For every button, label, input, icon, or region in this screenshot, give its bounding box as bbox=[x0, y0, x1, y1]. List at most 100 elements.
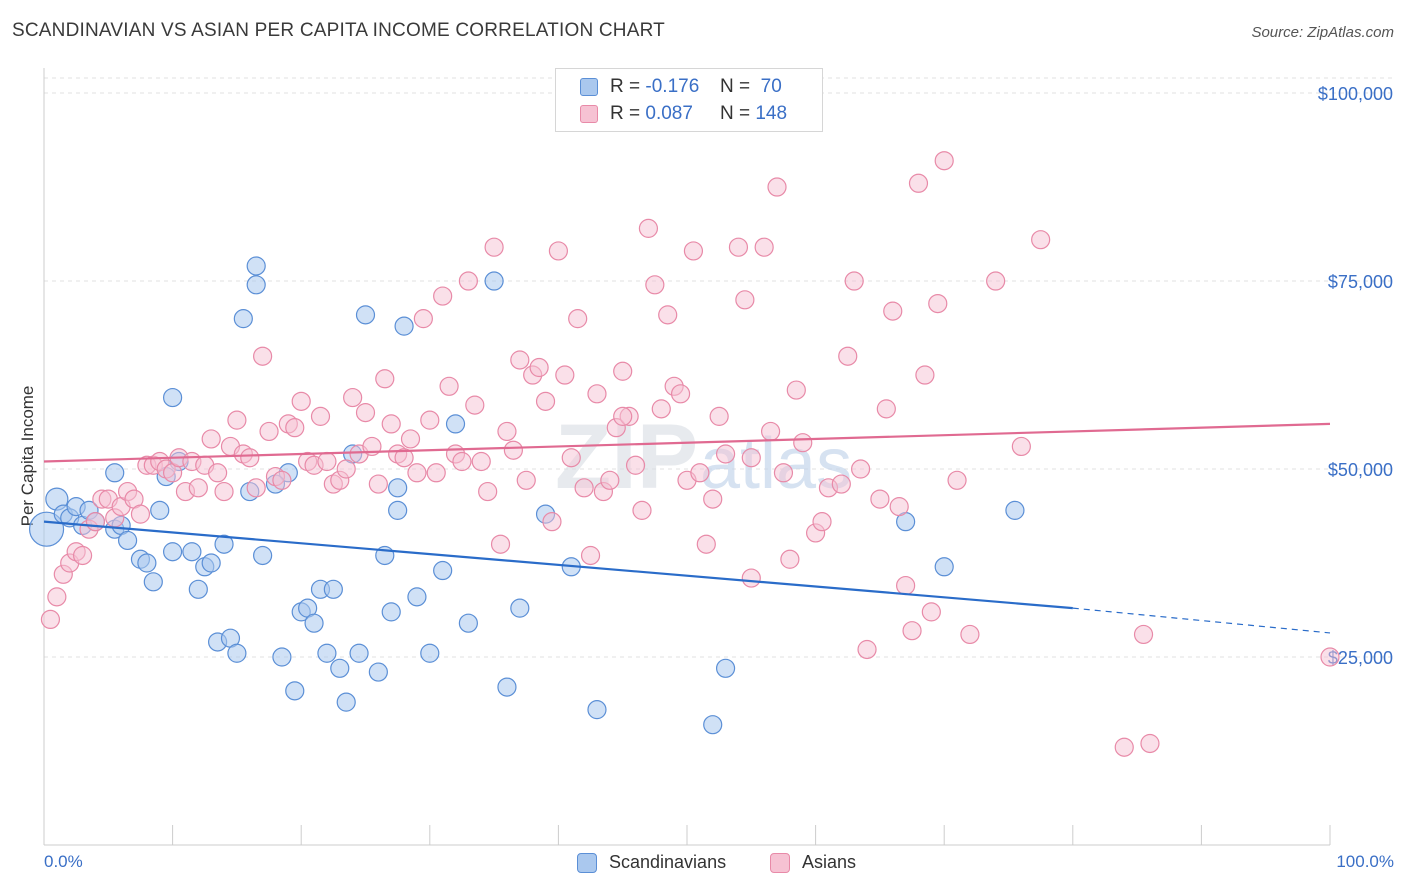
asian-point bbox=[484, 237, 504, 257]
chart-title: SCANDINAVIAN VS ASIAN PER CAPITA INCOME … bbox=[12, 20, 665, 41]
asian-point bbox=[838, 346, 858, 366]
asian-point bbox=[535, 391, 556, 411]
y-tick-label: $75,000 bbox=[1328, 272, 1393, 292]
scandinavian-point bbox=[934, 557, 954, 577]
scandinavian-point bbox=[182, 542, 202, 562]
asian-point bbox=[253, 346, 273, 366]
asian-point bbox=[960, 624, 980, 645]
asian-point bbox=[741, 448, 761, 468]
asian-point bbox=[908, 173, 929, 193]
asian-point bbox=[735, 290, 755, 310]
asian-point bbox=[130, 504, 151, 524]
scandinavian-point bbox=[715, 658, 736, 678]
legend-r-value: 0.087 bbox=[645, 103, 693, 124]
scandinavian-point bbox=[227, 643, 247, 663]
asian-point bbox=[793, 433, 813, 453]
asian-point bbox=[1031, 230, 1051, 250]
asian-point bbox=[400, 429, 421, 449]
asian-point bbox=[285, 418, 305, 438]
scandinavian-point bbox=[388, 478, 408, 498]
asian-point bbox=[1133, 624, 1154, 645]
y-tick-label: $50,000 bbox=[1328, 460, 1393, 480]
scandinavian-point bbox=[349, 643, 369, 663]
asian-point bbox=[632, 500, 652, 520]
scandinavian-point bbox=[1005, 500, 1025, 520]
asian-point bbox=[433, 286, 453, 306]
asian-point bbox=[555, 365, 575, 385]
asian-point bbox=[658, 305, 678, 325]
legend-item-scandinavians[interactable]: Scandinavians bbox=[577, 852, 726, 873]
scandinavian-point bbox=[201, 553, 221, 573]
asian-point bbox=[1320, 647, 1340, 667]
asian-point bbox=[439, 376, 459, 396]
y-tick-label: $25,000 bbox=[1328, 648, 1393, 668]
asian-point bbox=[355, 403, 376, 423]
scandinavian-point bbox=[407, 587, 427, 607]
scandinavian-point bbox=[445, 414, 466, 434]
legend-swatch-scandinavians bbox=[580, 78, 598, 96]
scandinavian-point bbox=[433, 560, 453, 581]
asian-point bbox=[343, 387, 363, 408]
asian-point bbox=[876, 399, 896, 419]
legend-n-label: N = bbox=[719, 103, 751, 124]
y-tick-label: $100,000 bbox=[1318, 84, 1393, 104]
asian-point bbox=[1011, 436, 1031, 457]
scandinavian-point bbox=[105, 463, 125, 483]
scandinavian-point bbox=[117, 530, 138, 551]
asian-point bbox=[883, 301, 903, 321]
asian-point bbox=[516, 470, 536, 490]
stats-legend: R = -0.176 N = 70 R = 0.087 N = 148 bbox=[555, 68, 823, 132]
scandinavian-point bbox=[497, 677, 517, 697]
asian-point bbox=[85, 512, 106, 532]
asian-point bbox=[503, 440, 523, 460]
scandinavian-point bbox=[246, 275, 266, 295]
asian-point bbox=[336, 459, 356, 479]
asian-point bbox=[561, 448, 581, 468]
asian-point bbox=[934, 151, 954, 171]
asian-point bbox=[368, 474, 388, 494]
asian-point bbox=[542, 512, 562, 532]
scandinavian-point bbox=[253, 545, 273, 566]
scandinavian-point bbox=[317, 643, 337, 663]
asian-point bbox=[870, 489, 890, 509]
asian-point bbox=[715, 444, 736, 464]
asian-point bbox=[773, 463, 794, 483]
asian-point bbox=[272, 470, 292, 490]
asian-point bbox=[471, 451, 491, 472]
asian-point bbox=[754, 237, 774, 257]
scandinavian-point bbox=[510, 598, 530, 618]
asian-point bbox=[310, 406, 331, 426]
legend-swatch-asians bbox=[580, 105, 598, 123]
legend-item-asians[interactable]: Asians bbox=[770, 852, 856, 873]
asian-point bbox=[767, 177, 787, 197]
asian-point bbox=[407, 463, 427, 483]
asian-point bbox=[240, 448, 260, 468]
legend-r-label: R = bbox=[610, 76, 641, 97]
asian-point bbox=[227, 410, 247, 430]
legend-r-value: -0.176 bbox=[645, 76, 700, 97]
legend-n-label: N = bbox=[719, 76, 751, 97]
asian-point bbox=[696, 534, 716, 554]
asian-point bbox=[259, 421, 279, 442]
asian-point bbox=[670, 384, 691, 404]
asian-point bbox=[780, 549, 800, 569]
asian-point bbox=[683, 241, 704, 261]
scandinavian-point bbox=[368, 662, 388, 682]
scandinavian-points bbox=[28, 256, 1025, 735]
asian-point bbox=[709, 406, 729, 426]
asian-point bbox=[625, 455, 646, 475]
legend-n-value: 148 bbox=[755, 103, 788, 124]
asian-point bbox=[420, 410, 440, 430]
asian-point bbox=[497, 421, 517, 442]
source-note: Source: ZipAtlas.com bbox=[1251, 24, 1394, 41]
scandinavian-point bbox=[150, 500, 170, 520]
asian-point bbox=[47, 587, 67, 607]
scandinavian-point bbox=[388, 500, 408, 520]
asian-trend-line bbox=[43, 422, 1331, 463]
asian-point bbox=[613, 406, 633, 426]
scandinavian-point bbox=[703, 715, 723, 735]
asian-point bbox=[510, 350, 530, 370]
asian-point bbox=[703, 489, 723, 509]
x-tick-max: 100.0% bbox=[1336, 852, 1394, 871]
